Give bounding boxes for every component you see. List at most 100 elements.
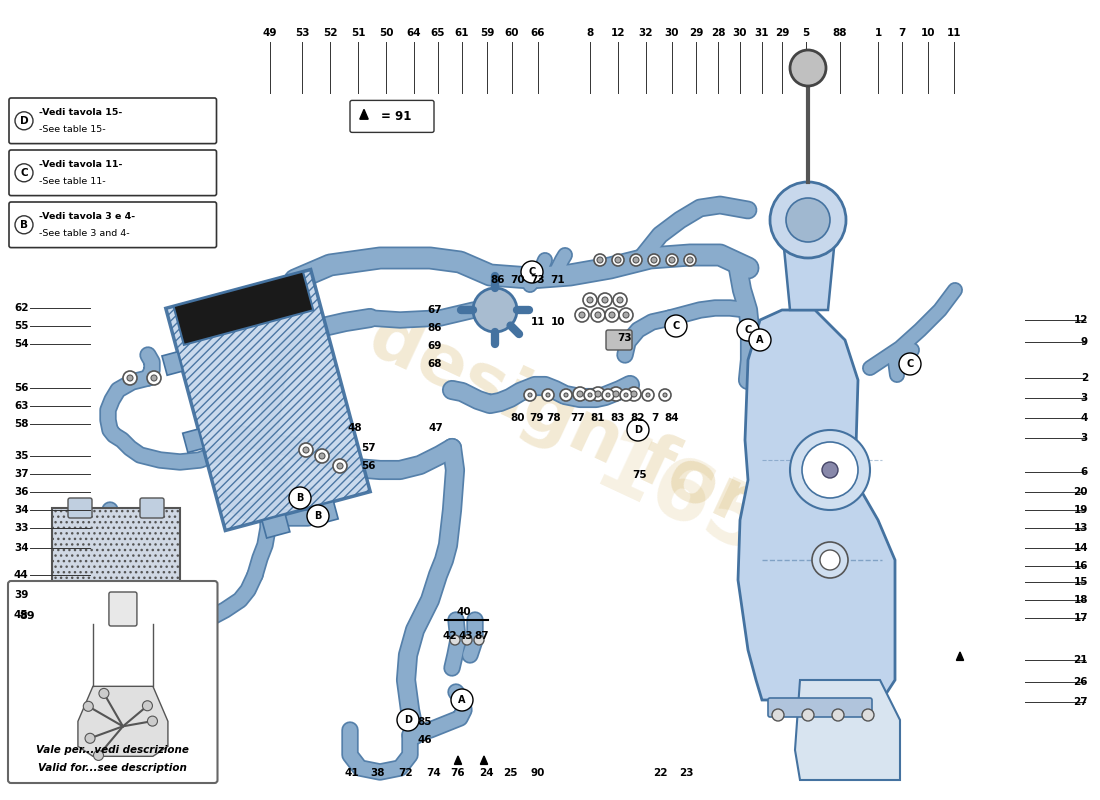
Text: 38: 38 <box>371 768 385 778</box>
Text: -Vedi tavola 11-: -Vedi tavola 11- <box>39 160 122 169</box>
Text: 73: 73 <box>530 275 546 285</box>
Text: 65: 65 <box>431 28 446 38</box>
Circle shape <box>770 182 846 258</box>
Circle shape <box>606 393 610 397</box>
Circle shape <box>315 449 329 463</box>
Text: 44: 44 <box>14 570 29 580</box>
Text: 30: 30 <box>664 28 680 38</box>
Circle shape <box>333 459 346 473</box>
Text: 60: 60 <box>505 28 519 38</box>
Text: 165: 165 <box>581 424 779 576</box>
Polygon shape <box>310 502 338 525</box>
Circle shape <box>613 293 627 307</box>
Polygon shape <box>956 652 964 660</box>
Circle shape <box>659 389 671 401</box>
Text: 71: 71 <box>551 275 565 285</box>
Circle shape <box>451 689 473 711</box>
Text: 28: 28 <box>711 28 725 38</box>
Polygon shape <box>262 514 290 538</box>
Polygon shape <box>481 756 487 765</box>
Text: A: A <box>459 695 465 705</box>
FancyBboxPatch shape <box>9 202 217 248</box>
Text: 87: 87 <box>475 631 490 641</box>
Circle shape <box>591 387 605 401</box>
Text: 10: 10 <box>551 317 565 327</box>
Circle shape <box>591 308 605 322</box>
Text: 9: 9 <box>1081 337 1088 347</box>
Circle shape <box>147 371 161 385</box>
Circle shape <box>627 419 649 441</box>
Text: 85: 85 <box>418 717 432 727</box>
Text: 4: 4 <box>1080 413 1088 423</box>
Circle shape <box>602 389 614 401</box>
Polygon shape <box>738 310 895 700</box>
FancyBboxPatch shape <box>52 508 180 598</box>
FancyBboxPatch shape <box>8 581 218 783</box>
Text: 82: 82 <box>630 413 646 423</box>
Text: 74: 74 <box>427 768 441 778</box>
Circle shape <box>619 308 632 322</box>
Circle shape <box>642 389 654 401</box>
Circle shape <box>651 257 657 263</box>
Text: B: B <box>296 493 304 503</box>
Circle shape <box>578 391 583 397</box>
Circle shape <box>85 734 95 743</box>
Text: 18: 18 <box>1074 595 1088 605</box>
Circle shape <box>624 393 628 397</box>
Text: 78: 78 <box>547 413 561 423</box>
Polygon shape <box>166 270 371 530</box>
Circle shape <box>299 443 314 457</box>
Circle shape <box>583 293 597 307</box>
FancyBboxPatch shape <box>140 588 164 608</box>
Text: -Vedi tavola 15-: -Vedi tavola 15- <box>39 108 122 117</box>
Circle shape <box>688 257 693 263</box>
Text: 29: 29 <box>774 28 789 38</box>
Circle shape <box>812 542 848 578</box>
Circle shape <box>15 216 33 234</box>
Circle shape <box>609 387 623 401</box>
Circle shape <box>772 709 784 721</box>
Text: -See table 15-: -See table 15- <box>39 126 106 134</box>
Circle shape <box>307 505 329 527</box>
Text: 33: 33 <box>14 523 29 533</box>
Text: 40: 40 <box>456 607 471 617</box>
Text: 86: 86 <box>491 275 505 285</box>
Circle shape <box>302 447 309 453</box>
Circle shape <box>749 329 771 351</box>
Circle shape <box>862 709 874 721</box>
Text: 81: 81 <box>591 413 605 423</box>
FancyBboxPatch shape <box>9 98 217 144</box>
Circle shape <box>790 50 826 86</box>
Circle shape <box>822 462 838 478</box>
Circle shape <box>151 375 157 381</box>
Text: C: C <box>745 325 751 335</box>
Text: 67: 67 <box>428 305 442 315</box>
Circle shape <box>337 463 343 469</box>
Text: 46: 46 <box>418 735 432 745</box>
Circle shape <box>397 709 419 731</box>
Text: 42: 42 <box>442 631 458 641</box>
Text: 10: 10 <box>921 28 935 38</box>
Circle shape <box>462 635 472 645</box>
Circle shape <box>627 387 641 401</box>
Text: 34: 34 <box>14 505 29 515</box>
Text: 39: 39 <box>14 590 29 600</box>
FancyBboxPatch shape <box>350 100 434 132</box>
Text: 11: 11 <box>530 317 546 327</box>
Text: 84: 84 <box>664 413 680 423</box>
Text: 90: 90 <box>531 768 546 778</box>
Circle shape <box>319 453 324 459</box>
Text: B: B <box>20 220 28 230</box>
Circle shape <box>613 391 619 397</box>
Polygon shape <box>174 271 314 345</box>
Text: 68: 68 <box>428 359 442 369</box>
Circle shape <box>612 254 624 266</box>
Polygon shape <box>795 680 900 780</box>
Circle shape <box>314 511 323 521</box>
Text: 1: 1 <box>874 28 881 38</box>
Circle shape <box>666 315 688 337</box>
Text: 77: 77 <box>571 413 585 423</box>
Polygon shape <box>360 110 368 119</box>
Text: -Vedi tavola 3 e 4-: -Vedi tavola 3 e 4- <box>39 212 135 221</box>
Circle shape <box>820 550 840 570</box>
